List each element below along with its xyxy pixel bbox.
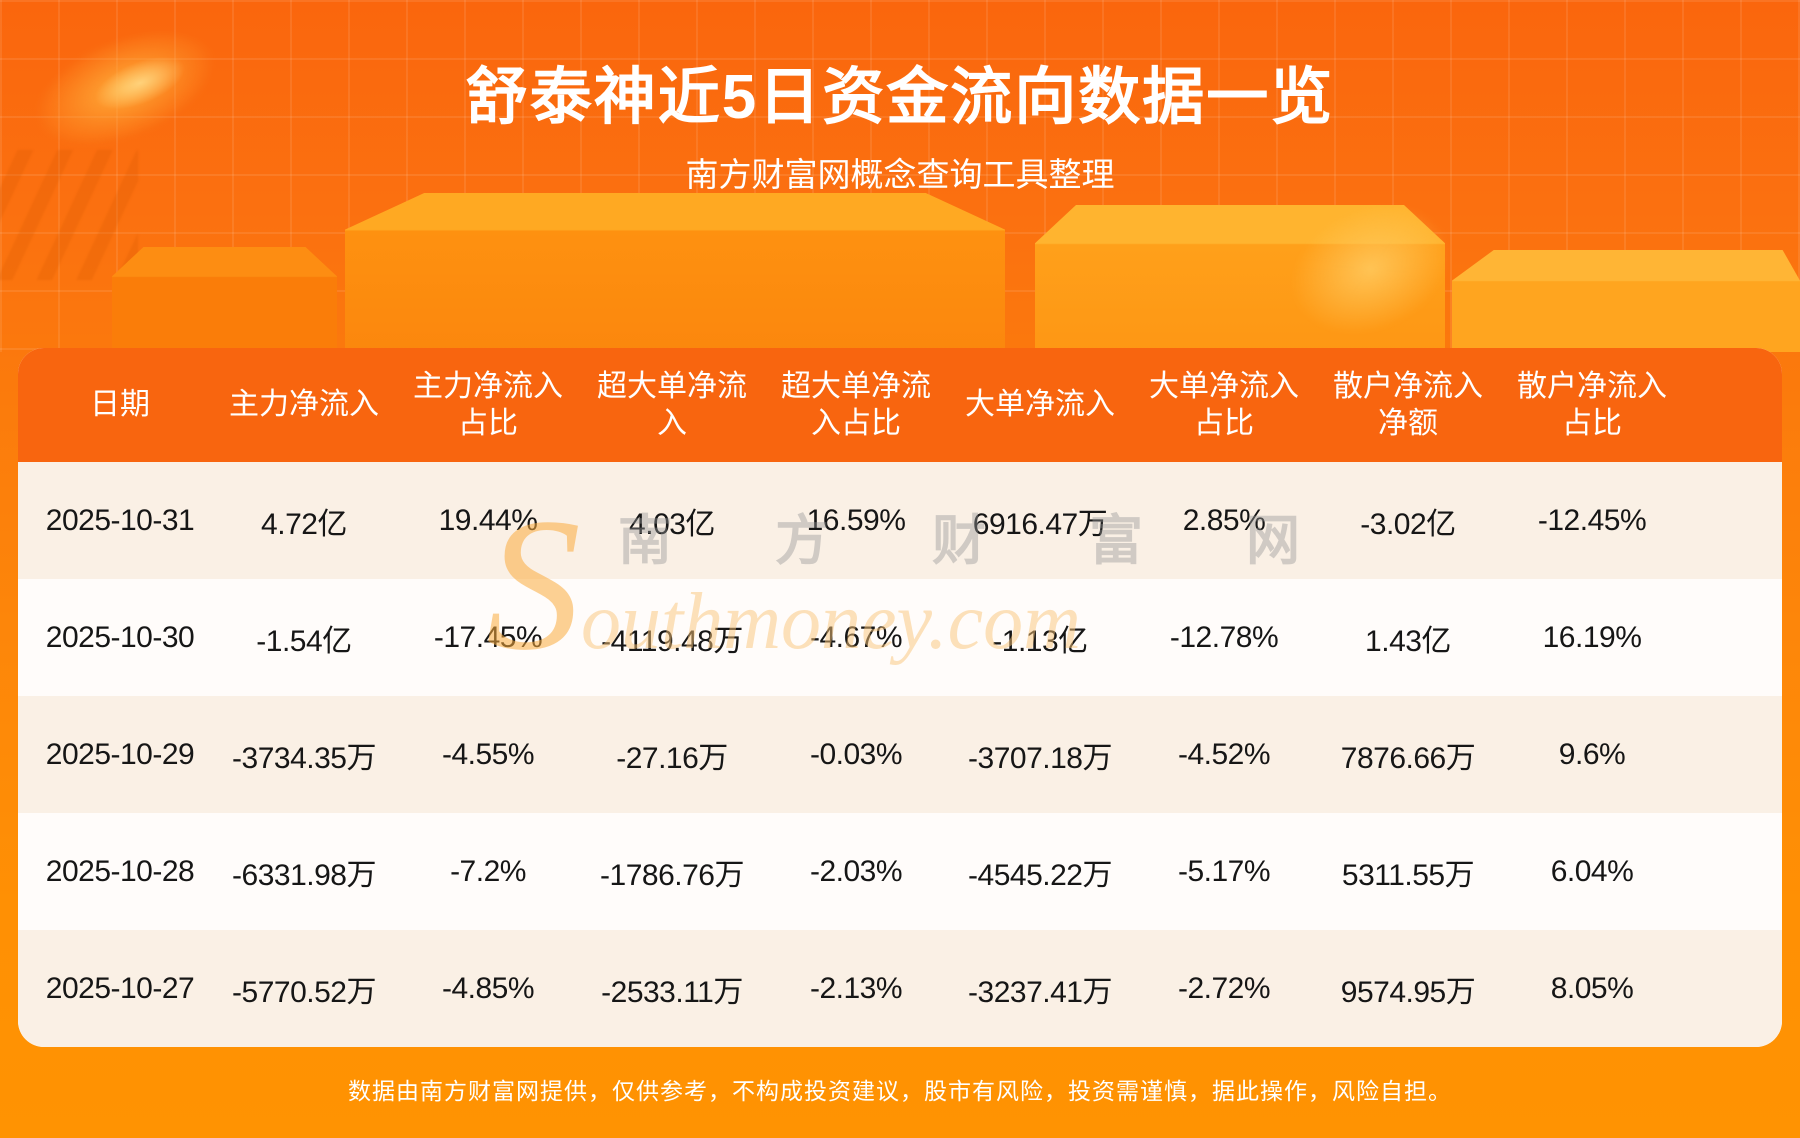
column-header-date: 日期 — [90, 388, 150, 422]
decor-podium-far-right — [1452, 250, 1800, 352]
cell: -3.02亿 — [1360, 507, 1456, 541]
column-header-xl-order-net-inflow: 超大单净流 入 — [597, 369, 747, 441]
decor-podium-left — [112, 247, 337, 352]
table-header-row: 日期 主力净流入 主力净流入 占比 超大单净流 入 超大单净流 入占比 大单净流… — [18, 348, 1782, 462]
cell: -3707.18万 — [968, 741, 1112, 775]
column-header-large-order-net-inflow-ratio: 大单净流入 占比 — [1149, 369, 1299, 441]
cell-date: 2025-10-29 — [45, 737, 195, 771]
page-title: 舒泰神近5日资金流向数据一览 — [465, 63, 1335, 132]
cell: -3734.35万 — [232, 741, 376, 775]
cell: -3237.41万 — [968, 975, 1112, 1009]
cell-date: 2025-10-27 — [45, 971, 195, 1005]
cell: -6331.98万 — [232, 858, 376, 892]
column-header-main-net-inflow: 主力净流入 — [229, 388, 379, 422]
cell: 9574.95万 — [1340, 975, 1476, 1009]
decor-podium-center — [345, 193, 1005, 352]
cell: -4119.48万 — [601, 624, 743, 658]
cell: -1.13亿 — [992, 624, 1088, 658]
cell: -1.54亿 — [256, 624, 352, 658]
page-subtitle: 南方财富网概念查询工具整理 — [685, 156, 1115, 193]
cell: 16.59% — [806, 503, 906, 537]
cell: -27.16万 — [616, 741, 728, 775]
cell: 6.04% — [1550, 854, 1634, 888]
cell: -4.67% — [809, 620, 903, 654]
cell: -1786.76万 — [600, 858, 744, 892]
cell: -17.45% — [433, 620, 543, 654]
table-row: 2025-10-30 -1.54亿 -17.45% -4119.48万 -4.6… — [18, 579, 1782, 696]
table-row: 2025-10-28 -6331.98万 -7.2% -1786.76万 -2.… — [18, 813, 1782, 930]
column-header-retail-net-inflow: 散户净流入 净额 — [1333, 369, 1483, 441]
cell-date: 2025-10-28 — [45, 854, 195, 888]
cell: -5770.52万 — [232, 975, 376, 1009]
cell: -4.85% — [441, 971, 535, 1005]
cell: -4545.22万 — [968, 858, 1112, 892]
cell: -4.55% — [441, 737, 535, 771]
cell: 2.85% — [1182, 503, 1266, 537]
table-row: 2025-10-27 -5770.52万 -4.85% -2533.11万 -2… — [18, 930, 1782, 1047]
cell: -0.03% — [809, 737, 903, 771]
cell: -2.03% — [809, 854, 903, 888]
column-header-large-order-net-inflow: 大单净流入 — [965, 388, 1115, 422]
column-header-main-net-inflow-ratio: 主力净流入 占比 — [413, 369, 563, 441]
cell: -7.2% — [450, 854, 526, 888]
cell: 8.05% — [1550, 971, 1634, 1005]
table-row: 2025-10-29 -3734.35万 -4.55% -27.16万 -0.0… — [18, 696, 1782, 813]
decor-streaks-left — [0, 150, 138, 280]
cell: 7876.66万 — [1340, 741, 1476, 775]
cell: -12.45% — [1537, 503, 1647, 537]
cell-date: 2025-10-30 — [45, 620, 195, 654]
cell: 4.72亿 — [261, 507, 347, 541]
fund-flow-table: 日期 主力净流入 主力净流入 占比 超大单净流 入 超大单净流 入占比 大单净流… — [18, 348, 1782, 1047]
cell: 16.19% — [1542, 620, 1642, 654]
cell: 9.6% — [1558, 737, 1626, 771]
cell: 19.44% — [438, 503, 538, 537]
cell: -4.52% — [1177, 737, 1271, 771]
table-row: 2025-10-31 4.72亿 19.44% 4.03亿 16.59% 691… — [18, 462, 1782, 579]
cell: -2.72% — [1177, 971, 1271, 1005]
cell: -2.13% — [809, 971, 903, 1005]
cell: 6916.47万 — [972, 507, 1108, 541]
cell: 4.03亿 — [629, 507, 715, 541]
column-header-xl-order-net-inflow-ratio: 超大单净流 入占比 — [781, 369, 931, 441]
cell: -5.17% — [1177, 854, 1271, 888]
cell-date: 2025-10-31 — [45, 503, 195, 537]
cell: 1.43亿 — [1365, 624, 1451, 658]
cell: 5311.55万 — [1341, 858, 1475, 892]
cell: -12.78% — [1169, 620, 1279, 654]
disclaimer-text: 数据由南方财富网提供，仅供参考，不构成投资建议，股市有风险，投资需谨慎，据此操作… — [348, 1078, 1452, 1104]
column-header-retail-net-inflow-ratio: 散户净流入 占比 — [1517, 369, 1667, 441]
cell: -2533.11万 — [601, 975, 743, 1009]
